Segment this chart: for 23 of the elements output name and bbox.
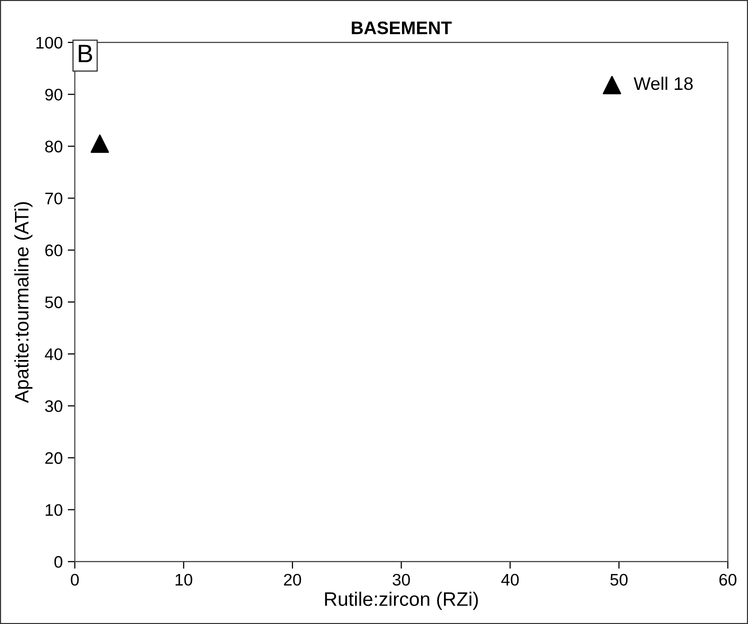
y-tick-label: 20	[45, 452, 62, 464]
y-tick-label: 90	[45, 88, 62, 101]
y-tick-label: 70	[45, 192, 62, 204]
annotation: B	[78, 44, 92, 62]
y-tick-label: 80	[45, 140, 62, 152]
x-axis-title: Rutile:zircon (RZi)	[325, 592, 478, 610]
x-tick-label: 60	[719, 574, 736, 586]
legend-label: Well 18	[634, 76, 693, 90]
y-tick-label: 60	[45, 244, 62, 256]
x-tick-label: 0	[70, 574, 79, 586]
y-tick-label: 40	[44, 348, 62, 360]
y-tick-label: 30	[45, 400, 62, 412]
y-tick-label: 50	[45, 296, 62, 308]
x-tick-label: 40	[501, 574, 519, 586]
y-tick-label: 10	[46, 504, 62, 516]
y-tick-label: 0	[54, 556, 62, 568]
y-axis-title: Apatite:tourmaline (ATi)	[14, 202, 32, 404]
x-tick-label: 10	[176, 574, 192, 586]
x-tick-label: 20	[284, 574, 302, 586]
x-tick-label: 50	[610, 574, 628, 586]
chart-title: BASEMENT	[352, 21, 452, 34]
y-tick-label: 100	[36, 36, 62, 49]
x-tick-label: 30	[392, 574, 410, 586]
